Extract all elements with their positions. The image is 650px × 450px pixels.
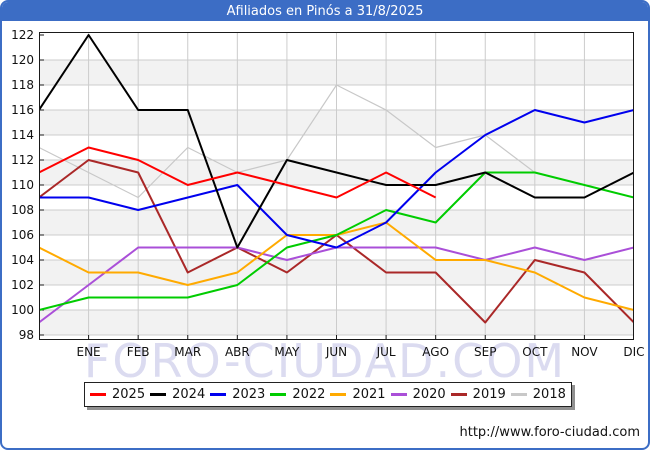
legend-label: 2020 <box>412 387 446 402</box>
y-tick-label: 116 <box>11 103 34 117</box>
legend-item-2021: 2021 <box>330 387 386 402</box>
watermark: FORO-CIUDAD.COM <box>83 334 567 388</box>
legend-label: 2025 <box>112 387 146 402</box>
x-tick-label-DIC: DIC <box>623 345 645 359</box>
x-tick-label-FEB: FEB <box>126 345 150 359</box>
x-tick-label-ENE: ENE <box>76 345 101 359</box>
legend-label: 2019 <box>472 387 506 402</box>
y-tick-label: 112 <box>11 153 34 167</box>
legend-swatch-2024 <box>150 393 167 396</box>
x-tick-label-JUL: JUL <box>376 345 396 359</box>
legend-item-2025: 2025 <box>90 387 145 402</box>
legend-swatch-2023 <box>210 393 227 396</box>
legend: 2025 2024 2023 2022 2021 2020 2019 2018 <box>84 382 572 407</box>
x-tick-label-NOV: NOV <box>571 345 598 359</box>
legend-item-2024: 2024 <box>150 387 205 402</box>
legend-swatch-2020 <box>390 393 407 396</box>
y-tick-label: 106 <box>11 228 34 242</box>
legend-label: 2022 <box>292 387 326 402</box>
y-tick-label: 100 <box>11 303 34 317</box>
x-tick-label-MAR: MAR <box>174 345 202 359</box>
page-title: Afiliados en Pinós a 31/8/2025 <box>2 2 648 21</box>
x-tick-label-OCT: OCT <box>522 345 548 359</box>
series-line-2022 <box>39 171 634 311</box>
y-tick-label: 114 <box>11 128 34 142</box>
legend-item-2020: 2020 <box>390 387 446 402</box>
legend-label: 2024 <box>172 387 206 402</box>
legend-label: 2018 <box>532 387 566 402</box>
legend-item-2022: 2022 <box>270 387 325 402</box>
series-line-2024 <box>39 34 634 249</box>
y-tick-label: 102 <box>11 278 34 292</box>
legend-swatch-2018 <box>510 393 527 396</box>
plot-frame <box>39 32 634 340</box>
x-tick-label-JUN: JUN <box>325 345 348 359</box>
legend-swatch-2025 <box>90 393 107 396</box>
legend-item-2023: 2023 <box>210 387 265 402</box>
y-tick-label: 108 <box>11 203 34 217</box>
x-tick-label-SEP: SEP <box>474 345 497 359</box>
legend-item-2018: 2018 <box>510 387 566 402</box>
y-tick-label: 122 <box>11 28 34 42</box>
y-tick-label: 98 <box>18 328 34 342</box>
y-tick-label: 118 <box>11 78 34 92</box>
legend-label: 2023 <box>232 387 266 402</box>
legend-swatch-2022 <box>270 393 287 396</box>
x-tick-label-MAY: MAY <box>274 345 300 359</box>
legend-swatch-2021 <box>330 393 347 396</box>
series-line-2023 <box>39 109 634 249</box>
y-tick-label: 104 <box>11 253 34 267</box>
x-tick-label-AGO: AGO <box>422 345 450 359</box>
y-tick-label: 120 <box>11 53 34 67</box>
x-tick-label-ABR: ABR <box>224 345 250 359</box>
legend-swatch-2019 <box>450 393 467 396</box>
site-url: http://www.foro-ciudad.com <box>459 425 640 440</box>
plot-area <box>39 32 634 340</box>
legend-item-2019: 2019 <box>450 387 506 402</box>
series-line-2025 <box>39 146 437 199</box>
y-tick-label: 110 <box>11 178 34 192</box>
legend-label: 2021 <box>352 387 386 402</box>
